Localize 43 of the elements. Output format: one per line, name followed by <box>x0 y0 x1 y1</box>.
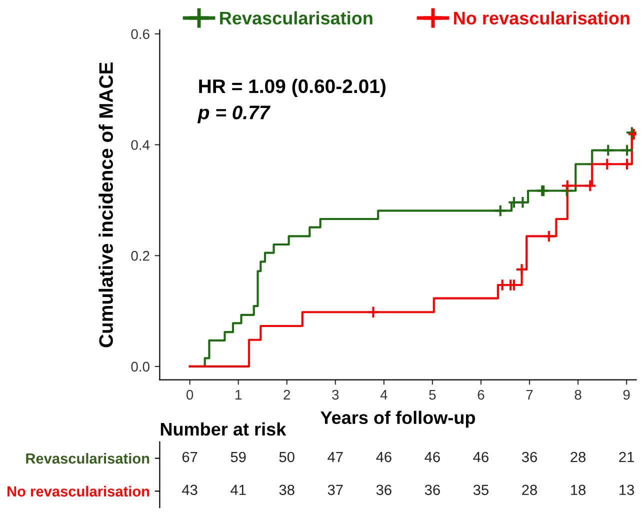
x-tick-label: 3 <box>332 390 339 400</box>
chart-title: Number at risk <box>160 422 286 436</box>
data-label: 43 <box>182 484 198 496</box>
x-axis-title: Years of follow-up <box>320 410 476 428</box>
data-label: 35 <box>473 484 488 496</box>
x-tick-label: 9 <box>623 390 630 400</box>
annotation: p = 0.77 <box>197 106 270 124</box>
y-tick-label: 0.4 <box>131 140 150 150</box>
data-label: 50 <box>279 452 294 462</box>
data-label: 37 <box>328 484 343 496</box>
annotation: HR = 1.09 (0.60-2.01) <box>199 78 386 97</box>
data-label: 67 <box>182 452 198 462</box>
legend-label: No revascularisation <box>454 11 630 25</box>
y-axis-title: Cumulative incidence of MACE <box>98 62 113 348</box>
data-label: 41 <box>230 484 246 495</box>
y-tick-label: 0.6 <box>131 29 150 40</box>
data-label: 36 <box>424 484 440 496</box>
y-tick-label: Revascularisation <box>26 452 150 464</box>
y-tick-label: No revascularisation <box>8 486 150 497</box>
y-tick-label: 0.2 <box>131 250 150 261</box>
data-label: 21 <box>619 452 634 462</box>
y-tick-label: 0.0 <box>131 362 150 372</box>
data-label: 38 <box>279 484 294 496</box>
x-tick-label: 7 <box>526 390 533 400</box>
data-label: 47 <box>328 452 343 462</box>
data-label: 18 <box>571 484 586 496</box>
data-label: 46 <box>473 452 488 462</box>
x-tick-label: 2 <box>284 390 290 400</box>
x-tick-label: 1 <box>236 390 242 400</box>
data-label: 36 <box>522 452 537 462</box>
x-tick-label: 4 <box>380 390 388 400</box>
data-label: 28 <box>522 484 537 496</box>
data-label: 13 <box>620 484 634 496</box>
x-tick-label: 6 <box>478 390 484 400</box>
x-tick-label: 0 <box>186 390 194 400</box>
x-tick-label: 8 <box>574 390 582 400</box>
data-label: 59 <box>230 452 246 462</box>
legend-label: Revascularisation <box>220 11 372 25</box>
data-label: 46 <box>376 452 392 462</box>
data-label: 36 <box>376 484 392 496</box>
x-tick-label: 5 <box>429 390 436 400</box>
data-label: 28 <box>570 452 586 462</box>
data-label: 46 <box>424 452 440 462</box>
